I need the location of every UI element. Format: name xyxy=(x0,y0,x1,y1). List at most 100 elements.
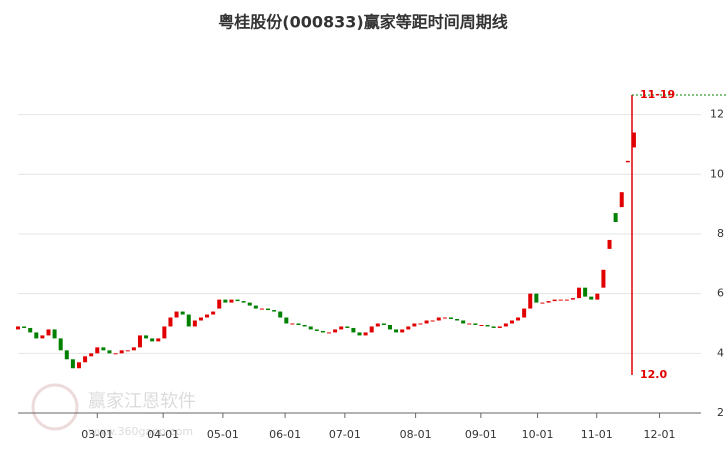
candle-body xyxy=(168,317,173,327)
candle-body xyxy=(601,269,606,288)
candle-body xyxy=(528,293,533,309)
x-tick-label: 03-01 xyxy=(81,428,113,441)
candle-body xyxy=(387,324,392,330)
candle-body xyxy=(448,317,453,320)
candle-body xyxy=(156,338,161,342)
candle-body xyxy=(308,326,313,330)
y-tick-label: 4 xyxy=(717,346,724,359)
candle-body xyxy=(253,305,258,309)
candle-body xyxy=(272,310,277,312)
candle-body xyxy=(491,326,496,328)
x-tick-label: 11-01 xyxy=(581,428,613,441)
candle-body xyxy=(381,323,386,325)
candle-body xyxy=(16,326,20,330)
candle-body xyxy=(363,332,368,336)
candle-body xyxy=(259,308,264,310)
y-tick-label: 8 xyxy=(717,227,724,240)
watermark-logo xyxy=(31,383,79,431)
candle-body xyxy=(583,287,588,297)
candle-body xyxy=(131,347,136,351)
candle-body xyxy=(186,314,191,327)
candle-body xyxy=(241,301,246,303)
candle-body xyxy=(266,308,271,311)
candle-body xyxy=(64,350,69,360)
x-tick-label: 12-01 xyxy=(644,428,676,441)
x-tick-label: 05-01 xyxy=(207,428,239,441)
candle-body xyxy=(479,324,484,326)
x-tick-label: 09-01 xyxy=(465,428,497,441)
candle-body xyxy=(503,323,508,327)
candle-body xyxy=(144,335,149,339)
chart-title: 粤桂股份(000833)赢家等距时间周期线 xyxy=(218,13,507,32)
candle-body xyxy=(418,323,423,325)
candle-body xyxy=(217,299,222,309)
candle-body xyxy=(247,302,252,306)
candle-body xyxy=(137,335,142,348)
candle-body xyxy=(497,326,502,328)
candle-body xyxy=(394,329,399,333)
candle-body xyxy=(619,192,624,208)
candle-body xyxy=(455,319,460,321)
candle-body xyxy=(595,293,600,300)
y-tick-label: 6 xyxy=(717,287,724,300)
candle-body xyxy=(125,350,130,352)
candle-body xyxy=(473,323,478,325)
candle-body xyxy=(607,239,612,249)
candle-body xyxy=(412,323,417,327)
x-tick-label: 06-01 xyxy=(269,428,301,441)
candle-body xyxy=(333,329,338,333)
candle-body xyxy=(320,330,325,333)
candle-body xyxy=(534,293,539,303)
candle-body xyxy=(485,324,490,327)
candle-body xyxy=(516,317,521,321)
candle-body xyxy=(83,356,88,363)
candle-body xyxy=(302,324,307,327)
candle-body xyxy=(552,299,557,302)
candle-body xyxy=(95,347,100,354)
x-tick-label: 04-01 xyxy=(147,428,179,441)
candle-body xyxy=(564,299,569,301)
candle-body xyxy=(28,327,33,333)
y-tick-label: 10 xyxy=(710,167,724,180)
candle-body xyxy=(46,329,51,336)
candle-body xyxy=(22,326,27,328)
cycle-date: 11-19 xyxy=(640,88,675,101)
candle-body xyxy=(467,323,472,325)
watermark-url: www.360gann.com xyxy=(88,425,193,438)
candle-body xyxy=(589,296,594,300)
candle-body xyxy=(34,332,39,339)
candle-body xyxy=(509,320,514,324)
candle-body xyxy=(375,323,380,327)
candle-body xyxy=(558,299,563,301)
candle-body xyxy=(339,326,344,330)
x-tick-label: 10-01 xyxy=(522,428,554,441)
candle-body xyxy=(235,299,240,302)
candle-body xyxy=(613,213,618,223)
candle-body xyxy=(430,320,435,322)
candle-body xyxy=(162,326,167,339)
candle-body xyxy=(119,350,124,354)
candle-body xyxy=(357,332,362,336)
cycle-value: 12.0 xyxy=(640,368,667,381)
candle-body xyxy=(345,326,350,328)
candle-body xyxy=(406,326,411,330)
candle-body xyxy=(229,299,234,303)
candle-body xyxy=(540,302,545,304)
candle-body xyxy=(180,311,185,315)
candle-body xyxy=(107,350,112,354)
x-tick-label: 07-01 xyxy=(329,428,361,441)
candle-body xyxy=(58,338,63,351)
candle-body xyxy=(327,332,332,334)
candle-body xyxy=(625,160,630,163)
candle-body xyxy=(461,320,466,324)
candle-body xyxy=(278,311,283,318)
candle-body xyxy=(314,329,319,331)
candle-body xyxy=(174,311,179,318)
candle-body xyxy=(211,311,216,315)
x-tick-label: 08-01 xyxy=(400,428,432,441)
candle-body xyxy=(577,287,582,299)
candle-body xyxy=(296,323,301,325)
candle-body xyxy=(436,317,441,321)
candle-body xyxy=(424,320,429,324)
